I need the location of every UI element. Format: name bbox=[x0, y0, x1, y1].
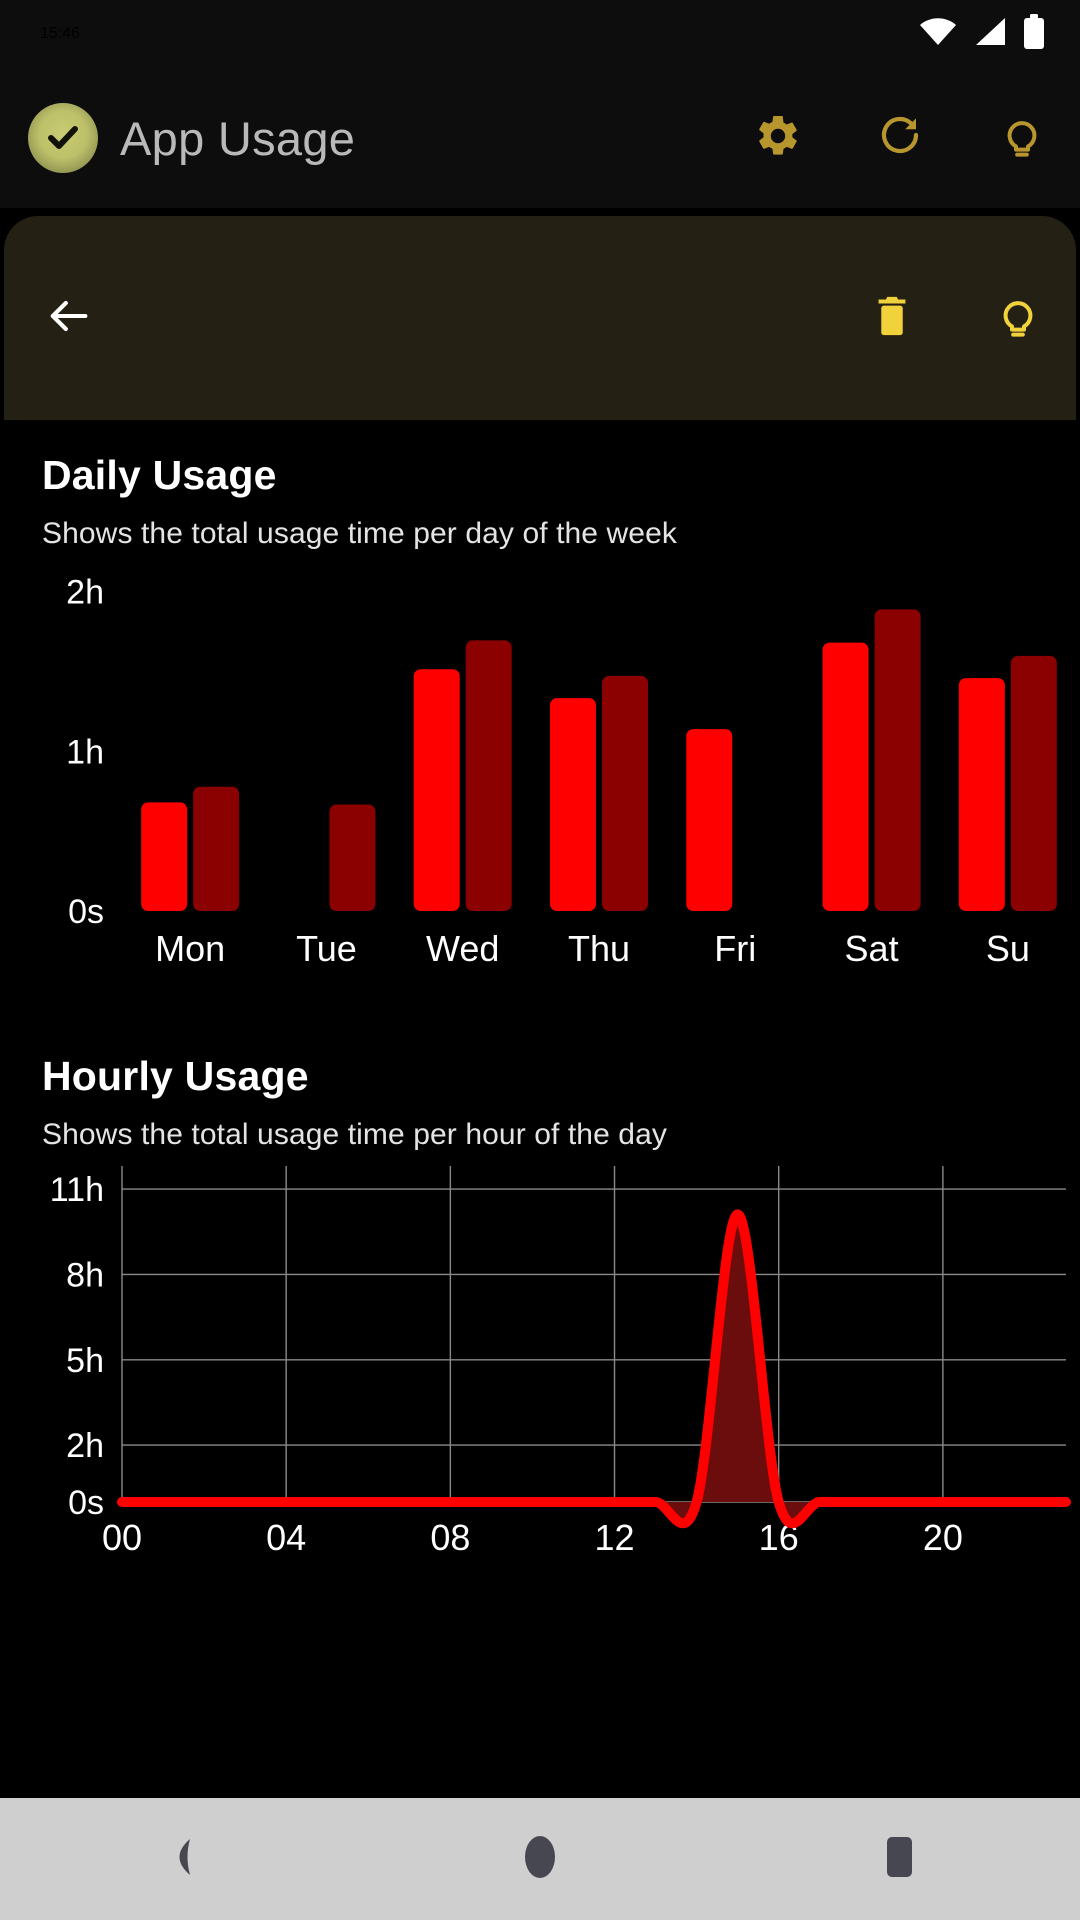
triangle-back-icon bbox=[160, 1835, 200, 1884]
gear-icon bbox=[754, 112, 802, 165]
nav-home-button[interactable] bbox=[470, 1798, 610, 1920]
app-bar-actions bbox=[754, 114, 1046, 162]
bar-segment[interactable] bbox=[822, 642, 869, 911]
check-circle-icon bbox=[28, 103, 98, 173]
hourly-usage-chart[interactable]: 0s 2h 5h 8h 11h 00 04 08 12 16 20 bbox=[4, 1152, 1076, 1572]
bar-y-tick-label: 2h bbox=[66, 574, 104, 612]
bar-x-tick-label: Sat bbox=[845, 928, 899, 969]
bar-y-tick-label: 0s bbox=[68, 893, 104, 931]
line-y-tick-label: 2h bbox=[66, 1427, 104, 1465]
bar-segment[interactable] bbox=[465, 640, 512, 911]
hourly-usage-title: Hourly Usage bbox=[42, 1053, 309, 1099]
bar-segment[interactable] bbox=[413, 669, 460, 911]
tip-button[interactable] bbox=[998, 114, 1046, 162]
back-arrow-icon bbox=[42, 290, 94, 347]
line-x-tick-label: 00 bbox=[102, 1517, 142, 1558]
bar-segment[interactable] bbox=[329, 804, 376, 911]
bar-segment[interactable] bbox=[141, 802, 188, 911]
wifi-icon bbox=[918, 16, 958, 53]
line-area-fill bbox=[122, 1214, 1066, 1524]
bar-y-tick-label: 1h bbox=[66, 733, 104, 771]
lightbulb-icon bbox=[998, 112, 1046, 165]
bar-x-tick-label: Tue bbox=[296, 928, 357, 969]
hourly-usage-subtitle: Shows the total usage time per hour of t… bbox=[42, 1118, 667, 1151]
app-identity: App Usage bbox=[28, 103, 754, 173]
bar-segment[interactable] bbox=[1010, 655, 1057, 911]
bar-segment[interactable] bbox=[874, 609, 921, 911]
circle-home-icon bbox=[522, 1832, 558, 1887]
bar-x-tick-label: Su bbox=[986, 928, 1030, 969]
nav-back-button[interactable] bbox=[110, 1798, 250, 1920]
lightbulb-icon bbox=[994, 292, 1042, 345]
delete-button[interactable] bbox=[868, 294, 916, 342]
screen-card: Daily Usage Shows the total usage time p… bbox=[4, 216, 1076, 1794]
bar-x-tick-label: Thu bbox=[568, 928, 630, 969]
line-x-tick-label: 08 bbox=[430, 1517, 470, 1558]
refresh-button[interactable] bbox=[876, 114, 924, 162]
battery-icon bbox=[1022, 13, 1046, 55]
page-title: App Usage bbox=[120, 111, 356, 165]
line-x-tick-label: 12 bbox=[594, 1517, 634, 1558]
status-bar-clock: 15:46 bbox=[40, 25, 81, 42]
detail-toolbar-actions bbox=[868, 294, 1042, 342]
bar-segment[interactable] bbox=[193, 786, 240, 911]
bar-segment[interactable] bbox=[686, 729, 733, 911]
hint-button[interactable] bbox=[994, 294, 1042, 342]
bar-x-tick-label: Mon bbox=[155, 928, 225, 969]
bar-x-tick-label: Wed bbox=[426, 928, 499, 969]
back-button[interactable] bbox=[44, 294, 92, 342]
cellular-signal-icon bbox=[972, 16, 1008, 53]
line-y-tick-label: 8h bbox=[66, 1256, 104, 1294]
bar-segment[interactable] bbox=[958, 678, 1005, 911]
status-bar: 15:46 bbox=[0, 0, 1080, 68]
daily-usage-title: Daily Usage bbox=[42, 452, 277, 498]
settings-button[interactable] bbox=[754, 114, 802, 162]
line-series-path[interactable] bbox=[117, 1209, 1071, 1529]
refresh-icon bbox=[876, 112, 924, 165]
daily-usage-subtitle: Shows the total usage time per day of th… bbox=[42, 517, 677, 550]
trash-icon bbox=[869, 293, 915, 344]
system-navigation-bar bbox=[0, 1798, 1080, 1920]
bar-segment[interactable] bbox=[602, 675, 648, 911]
nav-recents-button[interactable] bbox=[830, 1798, 970, 1920]
bar-segment[interactable] bbox=[550, 698, 596, 911]
line-y-tick-label: 5h bbox=[66, 1342, 104, 1380]
square-recents-icon bbox=[880, 1834, 920, 1885]
line-y-tick-label: 0s bbox=[68, 1484, 104, 1522]
line-x-tick-label: 04 bbox=[266, 1517, 306, 1558]
line-y-tick-label: 11h bbox=[50, 1171, 104, 1209]
bar-x-tick-label: Fri bbox=[714, 928, 756, 969]
daily-usage-bar-chart[interactable]: 0s 1h 2h Mon Tue Wed Thu Fri Sat Su bbox=[4, 551, 1076, 1021]
detail-toolbar bbox=[4, 216, 1076, 420]
status-bar-icons bbox=[918, 13, 1046, 55]
line-x-tick-label: 20 bbox=[923, 1517, 963, 1558]
usage-content: Daily Usage Shows the total usage time p… bbox=[4, 420, 1076, 1572]
app-bar: App Usage bbox=[0, 68, 1080, 208]
daily-usage-chart[interactable]: 0s 1h 2h Mon Tue Wed Thu Fri Sat Su bbox=[4, 551, 1076, 1021]
